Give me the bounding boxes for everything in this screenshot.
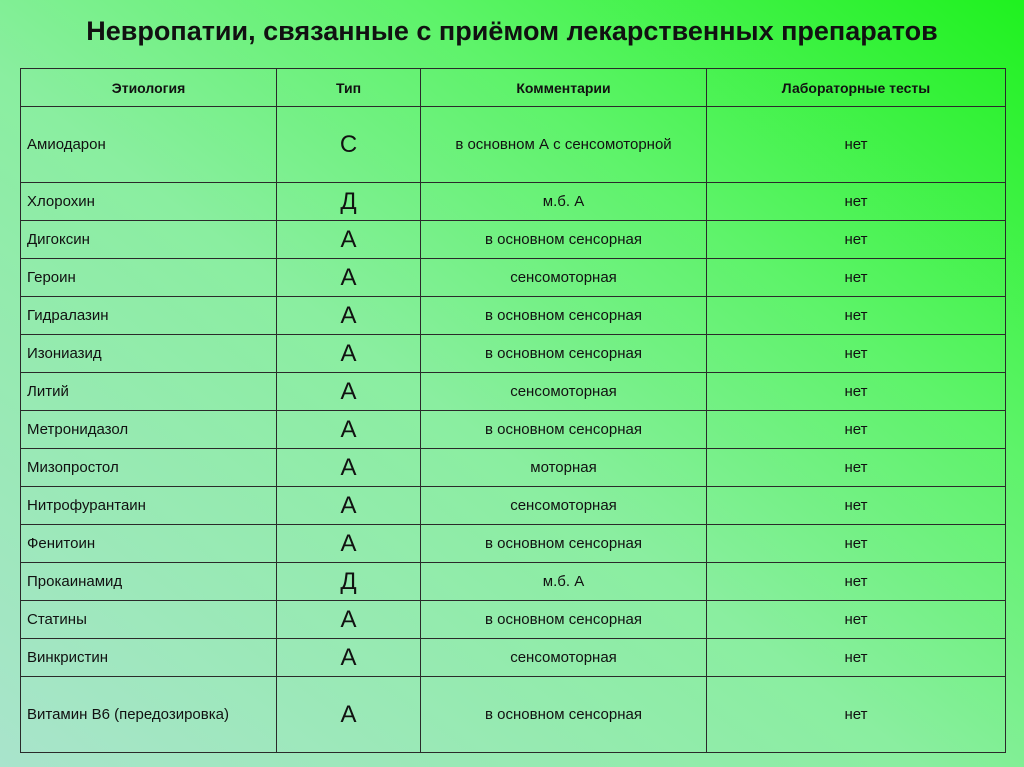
header-lab-tests: Лабораторные тесты [706, 68, 1006, 107]
comment-cell: в основном сенсорная [420, 410, 707, 449]
etiology-cell: Мизопростол [20, 448, 277, 487]
lab-test-cell: нет [706, 562, 1006, 601]
comment-cell: в основном сенсорная [420, 676, 707, 753]
comment-cell: сенсомоторная [420, 258, 707, 297]
etiology-cell: Фенитоин [20, 524, 277, 563]
slide-title: Невропатии, связанные с приёмом лекарств… [86, 16, 938, 46]
type-cell: Д [276, 182, 421, 221]
etiology-cell: Дигоксин [20, 220, 277, 259]
lab-test-cell: нет [706, 334, 1006, 373]
type-cell: А [276, 676, 421, 753]
type-cell: С [276, 106, 421, 183]
type-cell: А [276, 334, 421, 373]
lab-test-cell: нет [706, 524, 1006, 563]
etiology-cell: Гидралазин [20, 296, 277, 335]
header-etiology: Этиология [20, 68, 277, 107]
comment-cell: сенсомоторная [420, 372, 707, 411]
etiology-cell: Героин [20, 258, 277, 297]
lab-test-cell: нет [706, 638, 1006, 677]
type-cell: А [276, 372, 421, 411]
lab-test-cell: нет [706, 600, 1006, 639]
etiology-cell: Нитрофурантаин [20, 486, 277, 525]
comment-cell: м.б. А [420, 182, 707, 221]
lab-test-cell: нет [706, 182, 1006, 221]
etiology-cell: Винкристин [20, 638, 277, 677]
lab-test-cell: нет [706, 448, 1006, 487]
lab-test-cell: нет [706, 296, 1006, 335]
etiology-cell: Амиодарон [20, 106, 277, 183]
lab-test-cell: нет [706, 106, 1006, 183]
comment-cell: в основном сенсорная [420, 600, 707, 639]
etiology-cell: Прокаинамид [20, 562, 277, 601]
type-cell: А [276, 296, 421, 335]
comment-cell: в основном А с сенсомоторной [420, 106, 707, 183]
type-cell: А [276, 638, 421, 677]
etiology-cell: Литий [20, 372, 277, 411]
comment-cell: в основном сенсорная [420, 334, 707, 373]
lab-test-cell: нет [706, 486, 1006, 525]
header-comments: Комментарии [420, 68, 707, 107]
lab-test-cell: нет [706, 676, 1006, 753]
comment-cell: сенсомоторная [420, 638, 707, 677]
type-cell: А [276, 410, 421, 449]
type-cell: Д [276, 562, 421, 601]
etiology-cell: Витамин В6 (передозировка) [20, 676, 277, 753]
type-cell: А [276, 220, 421, 259]
drug-neuropathy-table: Этиология Тип Комментарии Лабораторные т… [20, 68, 1006, 753]
type-cell: А [276, 600, 421, 639]
type-cell: А [276, 448, 421, 487]
table-header-row: Этиология Тип Комментарии Лабораторные т… [20, 68, 1006, 107]
comment-cell: в основном сенсорная [420, 524, 707, 563]
etiology-cell: Статины [20, 600, 277, 639]
etiology-cell: Метронидазол [20, 410, 277, 449]
comment-cell: сенсомоторная [420, 486, 707, 525]
header-type: Тип [276, 68, 421, 107]
lab-test-cell: нет [706, 372, 1006, 411]
comment-cell: моторная [420, 448, 707, 487]
lab-test-cell: нет [706, 258, 1006, 297]
type-cell: А [276, 258, 421, 297]
type-cell: А [276, 486, 421, 525]
comment-cell: м.б. А [420, 562, 707, 601]
etiology-cell: Хлорохин [20, 182, 277, 221]
lab-test-cell: нет [706, 220, 1006, 259]
lab-test-cell: нет [706, 410, 1006, 449]
comment-cell: в основном сенсорная [420, 296, 707, 335]
comment-cell: в основном сенсорная [420, 220, 707, 259]
type-cell: А [276, 524, 421, 563]
etiology-cell: Изониазид [20, 334, 277, 373]
